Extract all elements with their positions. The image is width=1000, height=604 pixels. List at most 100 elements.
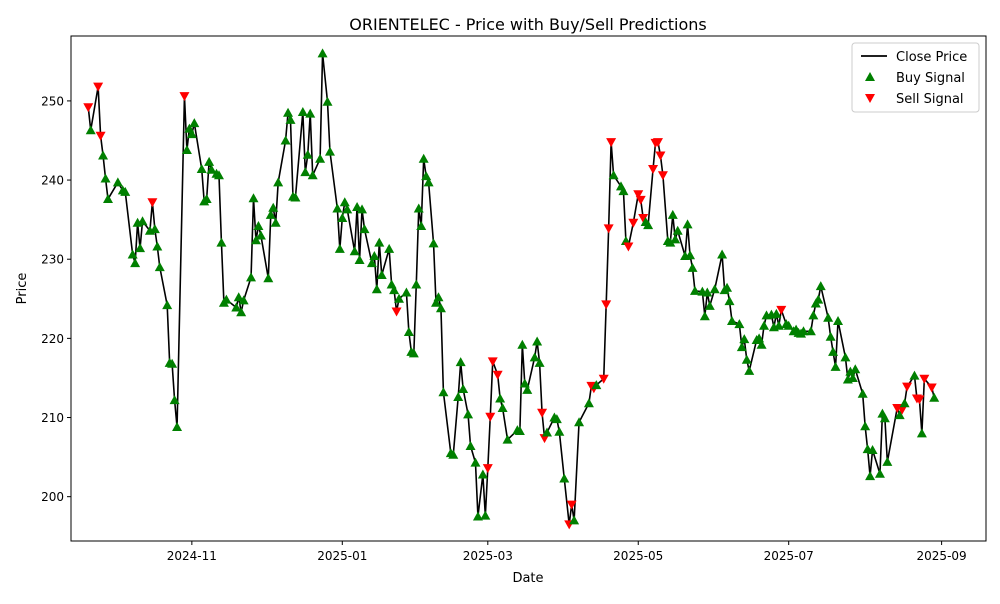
buy-signal-marker xyxy=(283,107,294,117)
buy-signal-marker xyxy=(825,331,836,341)
buy-signal-marker xyxy=(813,294,824,304)
buy-signal-marker xyxy=(909,370,920,380)
buy-signal-marker xyxy=(265,209,276,219)
buy-signal-marker xyxy=(204,156,215,166)
buy-signal-marker xyxy=(687,262,698,272)
buy-signal-marker xyxy=(470,457,481,467)
sell-signal-marker xyxy=(487,357,498,367)
buy-signal-marker xyxy=(322,96,333,106)
buy-signal-marker xyxy=(305,108,316,118)
sell-signal-marker xyxy=(391,307,402,317)
buy-signal-marker xyxy=(495,393,506,403)
buy-signal-marker xyxy=(307,170,318,180)
buy-signal-marker xyxy=(394,293,405,303)
sell-signal-marker xyxy=(603,224,614,234)
buy-signal-marker xyxy=(667,209,678,219)
buy-signal-marker xyxy=(169,395,180,405)
buy-signal-marker xyxy=(867,444,878,454)
buy-signal-marker xyxy=(916,428,927,438)
sell-signal-marker xyxy=(648,164,659,174)
buy-signal-marker xyxy=(102,194,113,204)
buy-signal-marker xyxy=(865,471,876,481)
sell-signal-marker xyxy=(482,464,493,474)
sell-signal-marker xyxy=(919,374,930,384)
buy-signal-marker xyxy=(371,284,382,294)
sell-signal-marker xyxy=(147,198,158,208)
y-tick-label: 230 xyxy=(41,253,64,267)
x-tick-label: 2025-09 xyxy=(917,549,967,563)
buy-signal-marker xyxy=(583,398,594,408)
buy-signal-marker xyxy=(514,425,525,435)
buy-signal-marker xyxy=(431,297,442,307)
buy-signal-marker xyxy=(665,237,676,247)
buy-signal-marker xyxy=(453,391,464,401)
buy-signal-marker xyxy=(830,361,841,371)
buy-signal-marker xyxy=(216,237,227,247)
sell-signal-marker xyxy=(652,138,663,148)
buy-signal-marker xyxy=(354,255,365,265)
buy-signal-marker xyxy=(689,285,700,295)
buy-signal-marker xyxy=(608,170,619,180)
buy-signal-marker xyxy=(352,201,363,211)
y-tick-label: 250 xyxy=(41,94,64,108)
buy-signal-marker xyxy=(221,294,232,304)
buy-signal-marker xyxy=(685,250,696,260)
buy-signal-marker xyxy=(339,197,350,207)
buy-signal-marker xyxy=(672,225,683,235)
buy-signal-marker xyxy=(285,114,296,124)
buy-signal-marker xyxy=(186,129,197,139)
buy-signal-marker xyxy=(857,388,868,398)
buy-signal-marker xyxy=(98,150,109,160)
x-axis: 2024-11 2025-01 2025-03 2025-05 2025-07 2025-… xyxy=(167,541,967,563)
x-tick-label: 2024-11 xyxy=(167,549,217,563)
buy-signal-marker xyxy=(181,144,192,154)
buy-signal-marker xyxy=(899,398,910,408)
buy-signal-marker xyxy=(162,300,173,310)
sell-signal-marker xyxy=(657,171,668,181)
buy-signal-marker xyxy=(850,364,861,374)
buy-signal-marker xyxy=(783,320,794,330)
y-tick-label: 240 xyxy=(41,174,64,188)
buy-signal-marker xyxy=(290,192,301,202)
buy-signal-marker xyxy=(717,249,728,259)
buy-signal-marker xyxy=(463,409,474,419)
legend-sell-marker xyxy=(865,94,875,103)
buy-signal-marker xyxy=(357,204,368,214)
buy-signal-marker xyxy=(389,285,400,295)
buy-signal-marker xyxy=(297,106,308,116)
buy-signal-marker xyxy=(263,273,274,283)
buy-signal-marker xyxy=(618,186,629,196)
buy-signal-marker xyxy=(534,357,545,367)
sell-signal-marker xyxy=(83,103,94,113)
buy-signal-marker xyxy=(253,220,264,230)
buy-signal-marker xyxy=(248,193,259,203)
buy-signal-marker xyxy=(152,241,163,251)
buy-signal-marker xyxy=(435,303,446,313)
buy-signal-marker xyxy=(833,315,844,325)
buy-signal-marker xyxy=(739,334,750,344)
buy-signal-marker xyxy=(591,380,602,390)
buy-signal-marker xyxy=(840,352,851,362)
buy-signal-marker xyxy=(894,410,905,420)
buy-signal-marker xyxy=(828,346,839,356)
buy-signal-marker xyxy=(206,164,217,174)
legend-buy-marker xyxy=(865,72,875,81)
buy-signal-marker xyxy=(411,279,422,289)
sell-signal-marker xyxy=(566,500,577,510)
buy-signal-marker xyxy=(455,357,466,367)
buy-signal-marker xyxy=(213,170,224,180)
buy-signal-marker xyxy=(541,427,552,437)
buy-signal-marker xyxy=(231,302,242,312)
legend-label-close-price: Close Price xyxy=(896,50,967,65)
buy-signal-marker xyxy=(408,348,419,358)
buy-signal-marker xyxy=(702,287,713,297)
sell-signal-marker xyxy=(635,195,646,205)
buy-signal-marker xyxy=(384,243,395,253)
buy-signal-marker xyxy=(317,48,328,58)
buy-signal-marker xyxy=(238,295,249,305)
buy-signal-marker xyxy=(438,387,449,397)
sell-signal-marker xyxy=(485,412,496,422)
buy-signal-marker xyxy=(359,224,370,234)
